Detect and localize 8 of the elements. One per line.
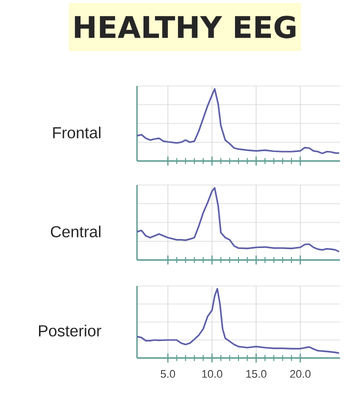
y-axis-title: Frontal	[53, 126, 100, 138]
x-tick-label: 20.0	[290, 370, 311, 378]
y-axis-title: Posterior	[39, 324, 102, 336]
x-tick-label: 15.0	[246, 370, 266, 378]
x-tick-label: 5.0	[160, 370, 176, 378]
y-axis-title: Central	[50, 226, 100, 238]
chart-title: HEALTHY EEG	[74, 16, 296, 38]
x-tick-label: 10.0	[202, 370, 222, 378]
